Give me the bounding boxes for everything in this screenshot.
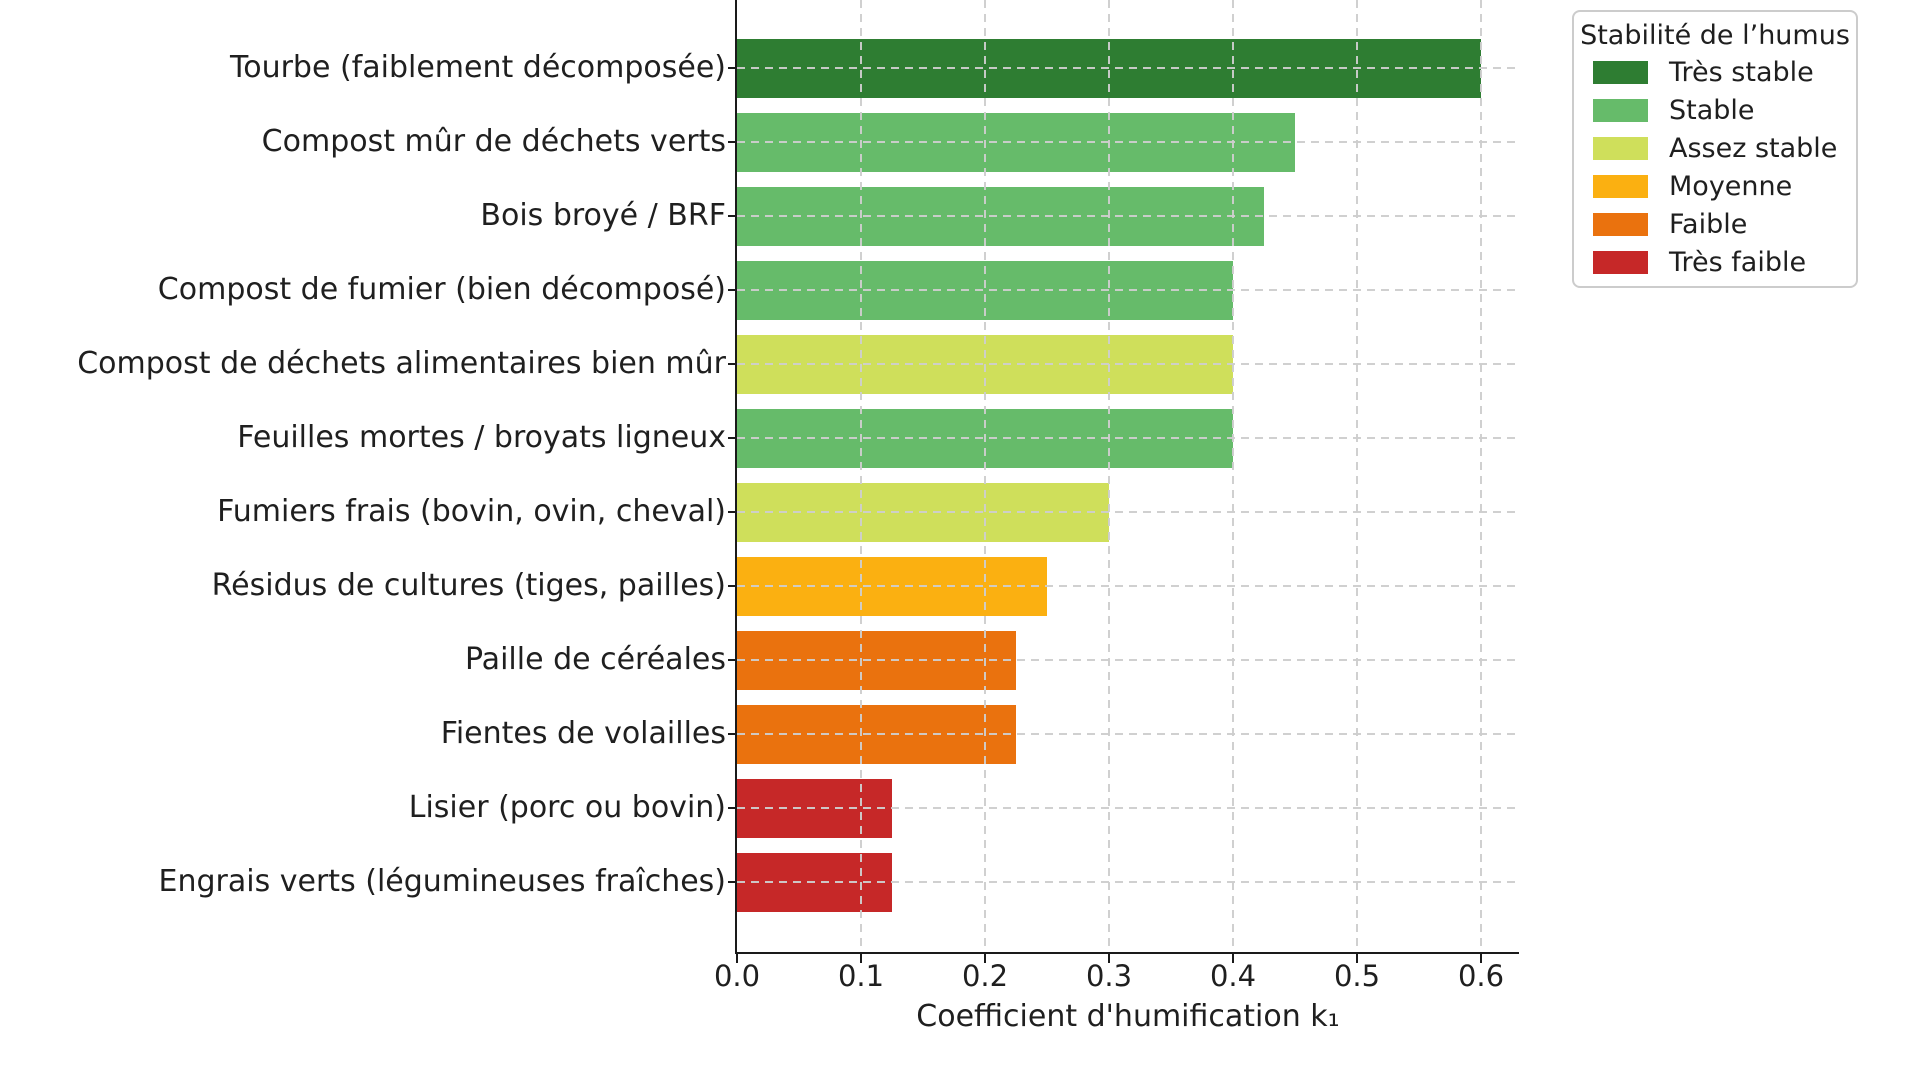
legend-entry: Moyenne (1574, 167, 1856, 205)
y-tick-mark (728, 289, 737, 291)
gridline-vertical (1356, 0, 1358, 952)
legend-title: Stabilité de l’humus (1580, 20, 1850, 51)
y-tick-mark (728, 733, 737, 735)
gridline-horizontal (737, 215, 1518, 217)
y-axis-spine (735, 0, 737, 954)
y-axis-label: Compost de fumier (bien décomposé) (157, 272, 726, 307)
gridline-vertical (1480, 0, 1482, 952)
x-tick-mark (736, 954, 738, 963)
y-axis-label: Fumiers frais (bovin, ovin, cheval) (217, 494, 726, 529)
x-axis-tick-label: 0.2 (961, 959, 1009, 993)
x-tick-mark (1480, 954, 1482, 963)
legend-entry: Faible (1574, 205, 1856, 243)
x-tick-mark (1232, 954, 1234, 963)
x-axis-tick-label: 0.4 (1209, 959, 1257, 993)
legend-entry: Stable (1574, 91, 1856, 129)
y-axis-label: Paille de céréales (464, 642, 726, 677)
gridline-horizontal (737, 437, 1518, 439)
gridline-vertical (860, 0, 862, 952)
y-axis-label: Feuilles mortes / broyats ligneux (237, 420, 726, 455)
y-tick-mark (728, 511, 737, 513)
legend-entry-label: Stable (1669, 94, 1755, 126)
gridline-horizontal (737, 659, 1518, 661)
legend-color-swatch (1593, 174, 1648, 198)
gridline-horizontal (737, 67, 1518, 69)
y-axis-label: Compost de déchets alimentaires bien mûr (77, 346, 726, 381)
plot-area (737, 0, 1518, 952)
gridline-horizontal (737, 733, 1518, 735)
legend-entry: Très faible (1574, 243, 1856, 281)
y-tick-mark (728, 67, 737, 69)
legend-color-swatch (1593, 60, 1648, 84)
y-axis-label: Engrais verts (légumineuses fraîches) (158, 864, 726, 899)
legend-entry: Assez stable (1574, 129, 1856, 167)
y-axis-label: Résidus de cultures (tiges, pailles) (211, 568, 726, 603)
x-axis-title: Coefficient d'humification k₁ (916, 999, 1340, 1034)
gridline-horizontal (737, 585, 1518, 587)
y-tick-mark (728, 659, 737, 661)
gridline-horizontal (737, 289, 1518, 291)
y-tick-mark (728, 215, 737, 217)
legend-entries: Très stable Stable Assez stable Moyenne Faib… (1574, 53, 1856, 281)
y-axis-label: Compost mûr de déchets verts (261, 124, 726, 159)
x-tick-mark (860, 954, 862, 963)
x-axis-spine (735, 952, 1519, 954)
x-axis-tick-label: 0.1 (837, 959, 885, 993)
x-axis-tick-label: 0.3 (1085, 959, 1133, 993)
legend-entry-label: Moyenne (1669, 170, 1793, 202)
x-tick-mark (1356, 954, 1358, 963)
legend-color-swatch (1593, 212, 1648, 236)
gridline-horizontal (737, 511, 1518, 513)
gridline-horizontal (737, 363, 1518, 365)
gridline-vertical (1232, 0, 1234, 952)
y-axis-label: Fientes de volailles (440, 716, 726, 751)
x-axis-tick-label: 0.0 (713, 959, 761, 993)
y-axis-label: Bois broyé / BRF (480, 198, 726, 233)
legend-entry-label: Faible (1669, 208, 1748, 240)
y-tick-mark (728, 807, 737, 809)
legend-entry-label: Très stable (1669, 56, 1814, 88)
gridline-vertical (984, 0, 986, 952)
legend-color-swatch (1593, 250, 1648, 274)
gridline-vertical (1108, 0, 1110, 952)
legend: Stabilité de l’humus Très stable Stable As… (1572, 10, 1858, 288)
gridline-horizontal (737, 881, 1518, 883)
legend-color-swatch (1593, 136, 1648, 160)
y-tick-mark (728, 585, 737, 587)
y-axis-label: Lisier (porc ou bovin) (408, 790, 726, 825)
x-tick-mark (984, 954, 986, 963)
legend-entry: Très stable (1574, 53, 1856, 91)
y-tick-mark (728, 437, 737, 439)
gridline-horizontal (737, 807, 1518, 809)
x-tick-mark (1108, 954, 1110, 963)
gridline-horizontal (737, 141, 1518, 143)
x-axis-tick-label: 0.5 (1333, 959, 1381, 993)
y-tick-mark (728, 141, 737, 143)
legend-entry-label: Très faible (1669, 246, 1807, 278)
legend-entry-label: Assez stable (1669, 132, 1838, 164)
y-tick-mark (728, 363, 737, 365)
legend-color-swatch (1593, 98, 1648, 122)
y-tick-mark (728, 881, 737, 883)
x-axis-tick-label: 0.6 (1457, 959, 1505, 993)
y-axis-label: Tourbe (faiblement décomposée) (230, 50, 726, 85)
